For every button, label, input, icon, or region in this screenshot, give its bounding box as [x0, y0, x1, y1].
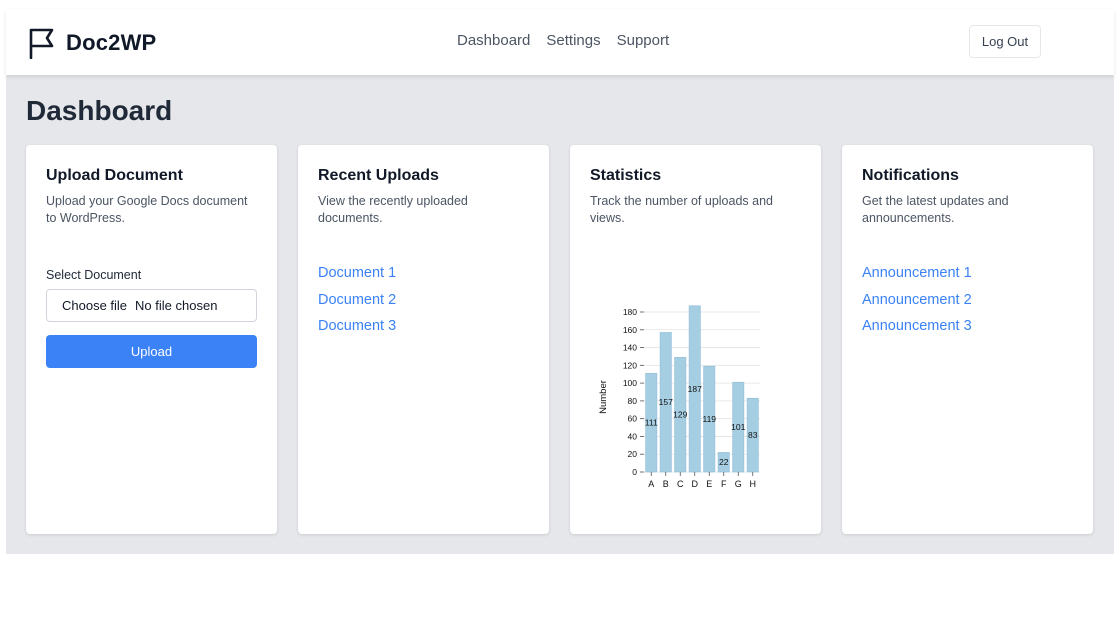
y-axis-title: Number: [598, 380, 609, 414]
statistics-card: Statistics Track the number of uploads a…: [570, 145, 821, 534]
card-title: Upload Document: [46, 167, 183, 184]
y-tick-label: 20: [628, 449, 638, 459]
announcements-list: Announcement 1 Announcement 2 Announceme…: [862, 265, 972, 345]
y-tick-label: 40: [628, 431, 638, 441]
top-navbar: Doc2WP Dashboard Settings Support Log Ou…: [6, 9, 1114, 75]
bar-value-label: 111: [645, 418, 658, 428]
card-title: Statistics: [590, 167, 662, 184]
document-link[interactable]: Document 2: [318, 291, 397, 308]
card-title: Recent Uploads: [318, 167, 439, 184]
y-tick-label: 80: [628, 396, 638, 406]
x-tick-label: E: [706, 479, 712, 489]
y-tick-label: 140: [623, 343, 637, 353]
y-tick-label: 120: [623, 360, 637, 370]
nav-link-dashboard[interactable]: Dashboard: [457, 32, 531, 49]
x-tick-label: B: [663, 479, 669, 489]
card-description: View the recently uploaded documents.: [318, 194, 468, 225]
bar-value-label: 119: [702, 414, 716, 424]
page-footer-area: [6, 554, 1114, 620]
nav-link-settings[interactable]: Settings: [546, 32, 601, 49]
select-document-label: Select Document: [46, 268, 142, 282]
document-link[interactable]: Document 1: [318, 265, 397, 281]
page-title: Dashboard: [26, 95, 173, 126]
bar-value-label: 187: [688, 384, 702, 394]
bar-value-label: 22: [719, 457, 729, 467]
y-tick-label: 100: [623, 378, 637, 388]
brand-name: Doc2WP: [66, 30, 157, 55]
choose-file-button[interactable]: Choose file: [62, 298, 128, 313]
file-input[interactable]: Choose file No file chosen: [46, 289, 257, 322]
recent-uploads-list: Document 1 Document 2 Document 3: [318, 265, 396, 345]
dashboard-main: Dashboard Upload Document Upload your Go…: [6, 75, 1114, 554]
announcement-link[interactable]: Announcement 3: [862, 318, 972, 334]
notifications-card: Notifications Get the latest updates and…: [842, 145, 1093, 534]
app-frame: Doc2WP Dashboard Settings Support Log Ou…: [6, 9, 1114, 620]
y-tick-label: 60: [628, 414, 638, 424]
x-tick-label: H: [750, 479, 757, 489]
recent-uploads-card: Recent Uploads View the recently uploade…: [298, 145, 549, 534]
logout-button[interactable]: Log Out: [969, 25, 1041, 58]
file-status-text: No file chosen: [135, 298, 218, 313]
y-tick-label: 0: [632, 467, 637, 477]
x-tick-label: F: [721, 479, 727, 489]
announcement-link[interactable]: Announcement 2: [862, 291, 972, 308]
uploads-bar-chart: 0 20 40 60 80 100 120 140 160 180 111 A 157 B 129 C 187 D…: [598, 305, 760, 489]
brand[interactable]: Doc2WP: [28, 27, 156, 59]
document-link[interactable]: Document 3: [318, 318, 397, 334]
x-tick-label: C: [677, 479, 684, 489]
x-tick-label: D: [692, 479, 699, 489]
bar-value-label: 101: [731, 422, 745, 432]
card-description: Upload your Google Docs document to Word…: [46, 194, 248, 225]
announcement-link[interactable]: Announcement 1: [862, 265, 972, 281]
y-tick-label: 180: [623, 307, 637, 317]
upload-card: Upload Document Upload your Google Docs …: [26, 145, 277, 534]
card-description: Track the number of uploads and views.: [590, 194, 773, 225]
bar-value-label: 129: [673, 410, 687, 420]
x-tick-label: A: [648, 479, 654, 489]
main-nav: Dashboard Settings Support: [457, 32, 669, 49]
flag-icon: [29, 28, 54, 59]
nav-link-support[interactable]: Support: [616, 32, 670, 49]
card-title: Notifications: [862, 167, 959, 184]
upload-button[interactable]: Upload: [46, 335, 257, 368]
bar-value-label: 157: [659, 397, 673, 407]
y-tick-label: 160: [623, 325, 637, 335]
bar-value-label: 83: [748, 430, 758, 440]
card-description: Get the latest updates and announcements…: [862, 194, 1009, 225]
x-tick-label: G: [735, 479, 742, 489]
